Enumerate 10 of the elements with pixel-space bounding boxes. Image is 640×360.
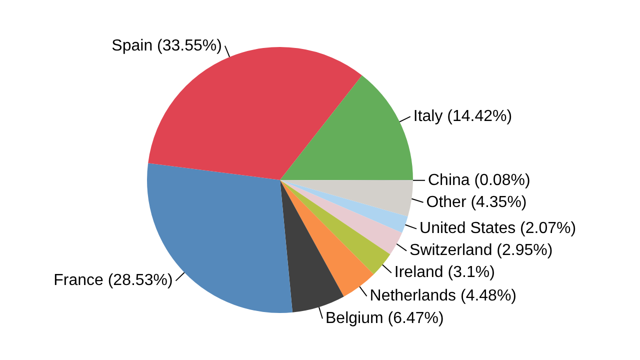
slice-label: United States (2.07%) — [420, 220, 576, 238]
slice-label: Netherlands (4.48%) — [370, 288, 517, 305]
slice-label: Italy (14.42%) — [413, 108, 512, 125]
slice-label: Spain (33.55%) — [112, 37, 222, 54]
slice-label: Switzerland (2.95%) — [410, 242, 553, 260]
slice-label: France (28.53%) — [54, 272, 173, 290]
slice-label: Ireland (3.1%) — [394, 264, 495, 282]
slice-label: China (0.08%) — [428, 172, 530, 189]
slice-label: Other (4.35%) — [426, 194, 527, 211]
slice-label: Belgium (6.47%) — [326, 310, 444, 328]
